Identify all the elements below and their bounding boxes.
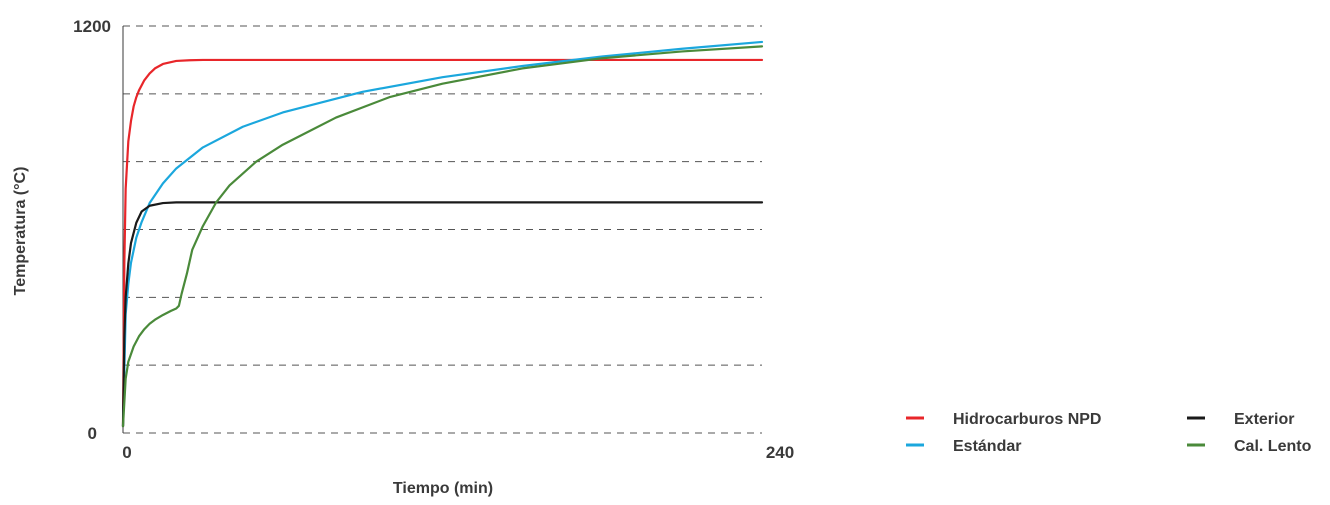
x-tick-label-0: 0	[122, 443, 131, 462]
y-tick-labels: 0 1200	[73, 17, 111, 443]
x-tick-label-240: 240	[766, 443, 794, 462]
series-line-estándar	[121, 40, 764, 428]
series-line-cal-lento	[121, 45, 764, 428]
y-tick-label-1200: 1200	[73, 17, 111, 36]
legend-label-exterior: Exterior	[1234, 411, 1294, 428]
y-axis-title: Temperatura (°C)	[12, 167, 29, 296]
series-lines	[121, 40, 764, 428]
legend-item-cal-lento: Cal. Lento	[1187, 438, 1312, 455]
legend-item-estandar: Estándar	[906, 438, 1021, 455]
legend-label-cal-lento: Cal. Lento	[1234, 438, 1312, 455]
legend: Hidrocarburos NPD Estándar Exterior Cal.…	[906, 411, 1312, 455]
gridlines	[123, 25, 762, 434]
x-axis-title: Tiempo (min)	[393, 480, 493, 497]
legend-item-hidrocarburos-npd: Hidrocarburos NPD	[906, 411, 1101, 428]
x-tick-labels: 0 240	[122, 443, 794, 462]
series-line-hidrocarburos-npd	[121, 58, 764, 428]
series-line-exterior	[121, 201, 764, 428]
legend-item-exterior: Exterior	[1187, 411, 1294, 428]
legend-label-estandar: Estándar	[953, 438, 1021, 455]
legend-label-hidrocarburos-npd: Hidrocarburos NPD	[953, 411, 1101, 428]
y-tick-label-0: 0	[88, 424, 97, 443]
